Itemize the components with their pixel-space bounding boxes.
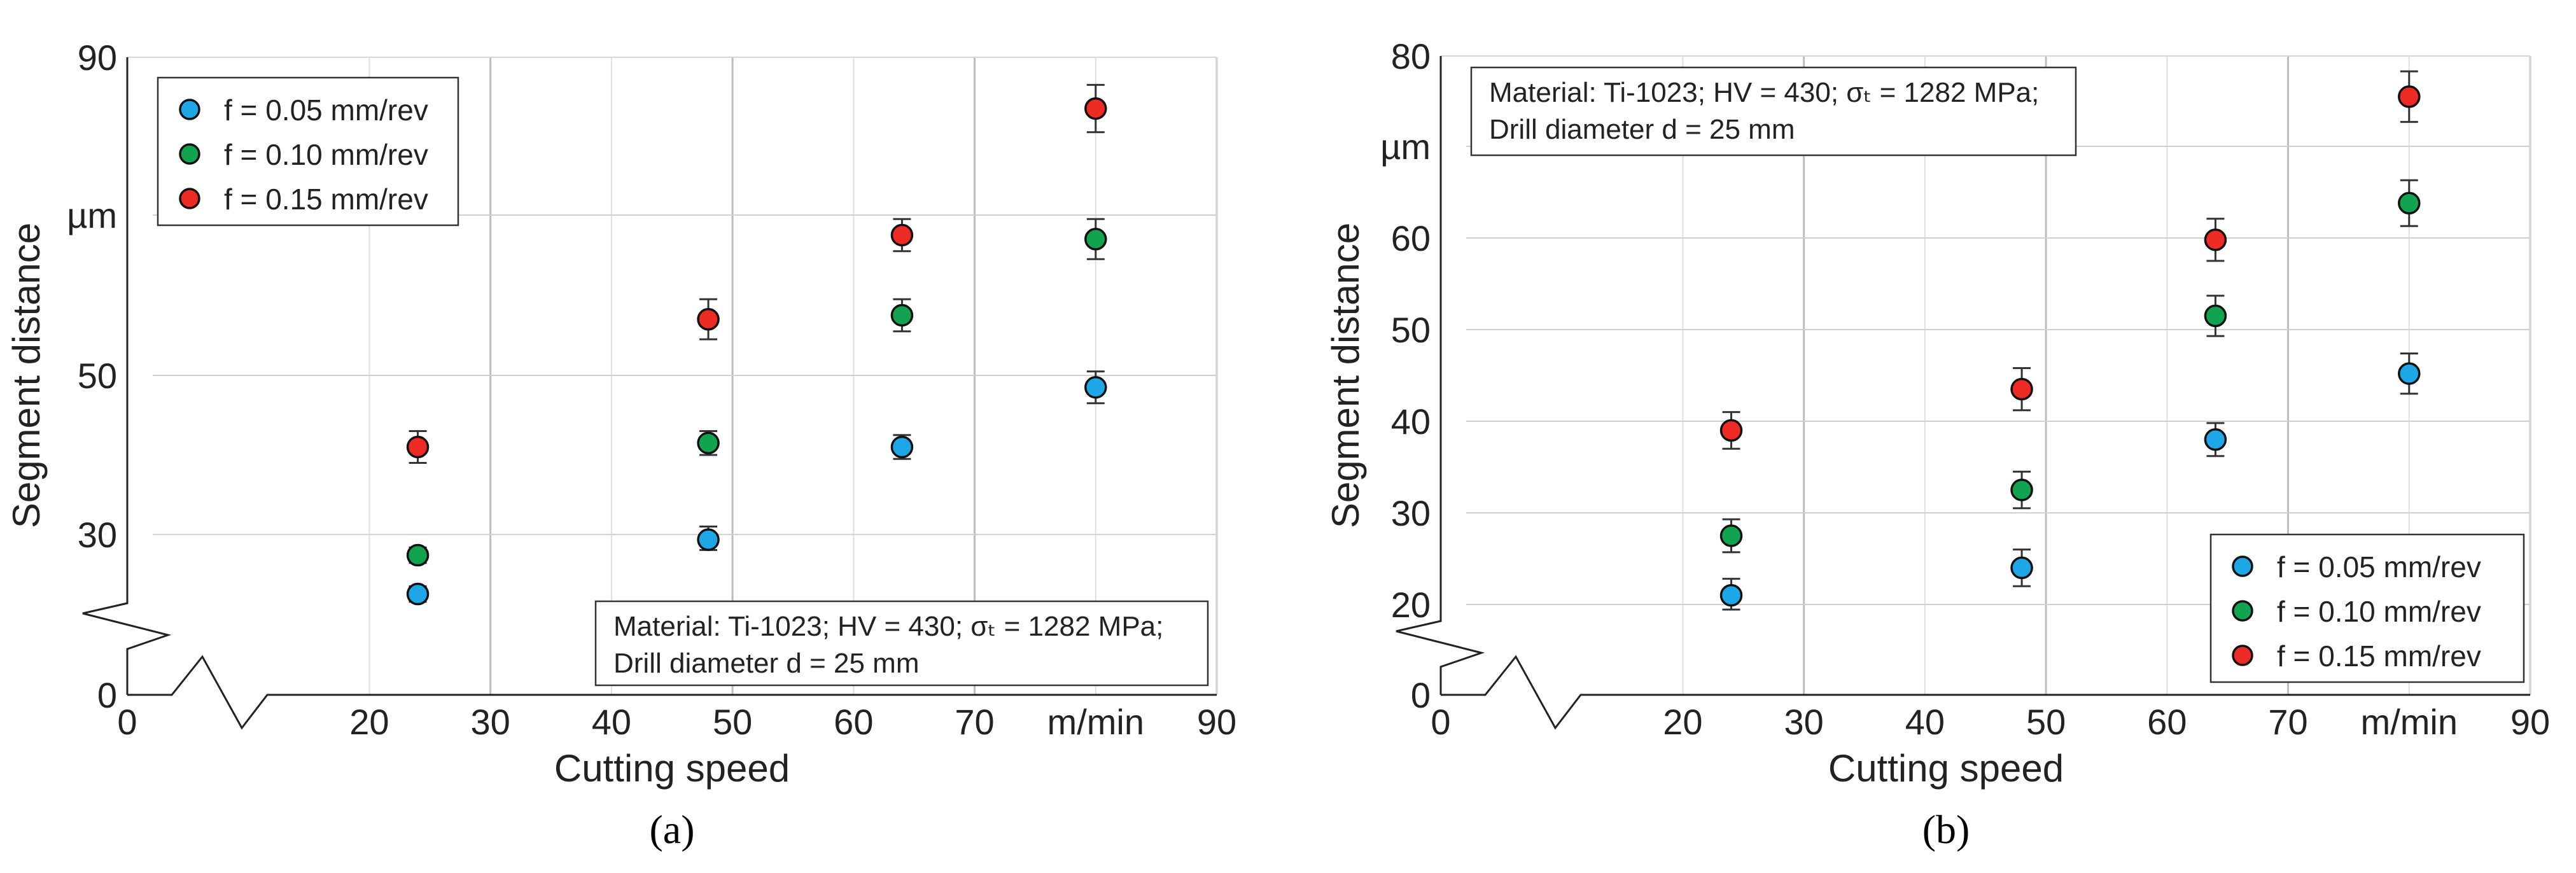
x-axis-title: Cutting speed bbox=[554, 747, 790, 790]
y-tick-label: 30 bbox=[78, 515, 117, 555]
y-tick-label: 50 bbox=[78, 356, 117, 396]
y-tick-label: 50 bbox=[1391, 310, 1431, 350]
x-tick-label: 30 bbox=[471, 702, 510, 742]
y-tick-label: 40 bbox=[1391, 402, 1431, 442]
legend-marker bbox=[2232, 600, 2253, 622]
x-tick-label: m/min bbox=[2361, 702, 2458, 742]
annotation-box bbox=[594, 600, 1209, 687]
x-tick-label: 0 bbox=[117, 702, 137, 742]
panel-label: (a) bbox=[649, 807, 694, 852]
legend-marker bbox=[2232, 555, 2253, 577]
panel-label: (b) bbox=[1922, 807, 1970, 852]
y-axis-title: Segment distance bbox=[1324, 223, 1367, 528]
x-tick-label: 70 bbox=[2268, 702, 2307, 742]
y-tick-label: 0 bbox=[1411, 675, 1431, 715]
annotation-text: Material: Ti-1023; HV = 430; σₜ = 1282 M… bbox=[613, 611, 1163, 642]
data-point bbox=[1084, 376, 1107, 399]
data-point bbox=[2010, 556, 2033, 580]
data-point bbox=[406, 582, 430, 606]
data-point bbox=[1719, 524, 1743, 547]
data-point bbox=[2010, 377, 2033, 401]
legend-marker bbox=[179, 188, 200, 209]
data-point bbox=[1084, 97, 1107, 120]
data-point bbox=[2398, 192, 2421, 215]
y-axis-line bbox=[1396, 56, 1485, 695]
chart-panel-b: 0 20 30 40 50 60 70 m/min 90 0 20 30 40 50 60 80 µm Cutti… bbox=[1324, 36, 2550, 852]
y-tick-label: 60 bbox=[1391, 218, 1431, 258]
x-tick-label: 60 bbox=[2147, 702, 2187, 742]
annotation-box bbox=[1470, 66, 2077, 157]
x-tick-label: 20 bbox=[1663, 702, 1702, 742]
legend-entry: f = 0.15 mm/rev bbox=[224, 183, 428, 216]
data-point bbox=[697, 431, 720, 454]
legend-entry: f = 0.15 mm/rev bbox=[2277, 639, 2481, 673]
y-unit-label: µm bbox=[1380, 127, 1431, 167]
x-axis-line bbox=[1441, 655, 2530, 730]
y-tick-label: 80 bbox=[1391, 36, 1431, 76]
data-point bbox=[2010, 478, 2033, 501]
x-tick-label: 0 bbox=[1431, 702, 1450, 742]
x-tick-label: 90 bbox=[1197, 702, 1236, 742]
data-point bbox=[2204, 228, 2227, 251]
legend-marker bbox=[179, 99, 200, 120]
x-tick-label: 40 bbox=[1905, 702, 1945, 742]
data-point bbox=[2398, 362, 2421, 385]
x-axis-line bbox=[127, 655, 1217, 730]
data-point bbox=[2204, 304, 2227, 328]
data-point bbox=[2398, 85, 2421, 108]
data-point bbox=[2204, 428, 2227, 451]
legend-marker bbox=[2232, 645, 2253, 666]
x-tick-label: 90 bbox=[2510, 702, 2550, 742]
x-tick-label: 20 bbox=[349, 702, 389, 742]
x-tick-label: 50 bbox=[713, 702, 752, 742]
data-point bbox=[406, 543, 430, 567]
x-tick-label: 40 bbox=[592, 702, 631, 742]
x-tick-label: 60 bbox=[834, 702, 873, 742]
legend-entry: f = 0.05 mm/rev bbox=[2277, 550, 2481, 583]
x-tick-label: 70 bbox=[955, 702, 994, 742]
x-tick-label: 50 bbox=[2026, 702, 2066, 742]
data-point bbox=[890, 223, 914, 247]
chart-panel-a: 0 20 30 40 50 60 70 m/min 90 0 30 50 90 µm Cutting spe… bbox=[5, 38, 1236, 852]
y-unit-label: µm bbox=[67, 195, 117, 235]
data-point bbox=[1719, 583, 1743, 607]
legend-entry: f = 0.10 mm/rev bbox=[2277, 595, 2481, 628]
y-tick-label: 20 bbox=[1391, 585, 1431, 625]
x-tick-label: m/min bbox=[1047, 702, 1144, 742]
legend-box bbox=[157, 76, 459, 227]
data-point bbox=[697, 308, 720, 331]
y-axis-line bbox=[82, 57, 172, 695]
data-point bbox=[1719, 419, 1743, 442]
data-point bbox=[697, 528, 720, 551]
data-point bbox=[406, 435, 430, 459]
y-tick-label: 30 bbox=[1391, 493, 1431, 533]
y-tick-label: 0 bbox=[97, 675, 117, 715]
legend-box bbox=[2209, 533, 2525, 683]
annotation-text: Material: Ti-1023; HV = 430; σₜ = 1282 M… bbox=[1489, 77, 2039, 108]
x-tick-label: 30 bbox=[1784, 702, 1824, 742]
data-point bbox=[1084, 228, 1107, 251]
y-tick-label: 90 bbox=[78, 38, 117, 78]
x-axis-title: Cutting speed bbox=[1828, 747, 2064, 790]
data-point bbox=[890, 435, 914, 459]
annotation-text: Drill diameter d = 25 mm bbox=[1489, 114, 1795, 145]
legend-marker bbox=[179, 143, 200, 165]
y-axis-title: Segment distance bbox=[5, 223, 48, 528]
data-point bbox=[890, 304, 914, 327]
annotation-text: Drill diameter d = 25 mm bbox=[613, 648, 919, 679]
legend-entry: f = 0.10 mm/rev bbox=[224, 138, 428, 171]
legend-entry: f = 0.05 mm/rev bbox=[224, 94, 428, 127]
